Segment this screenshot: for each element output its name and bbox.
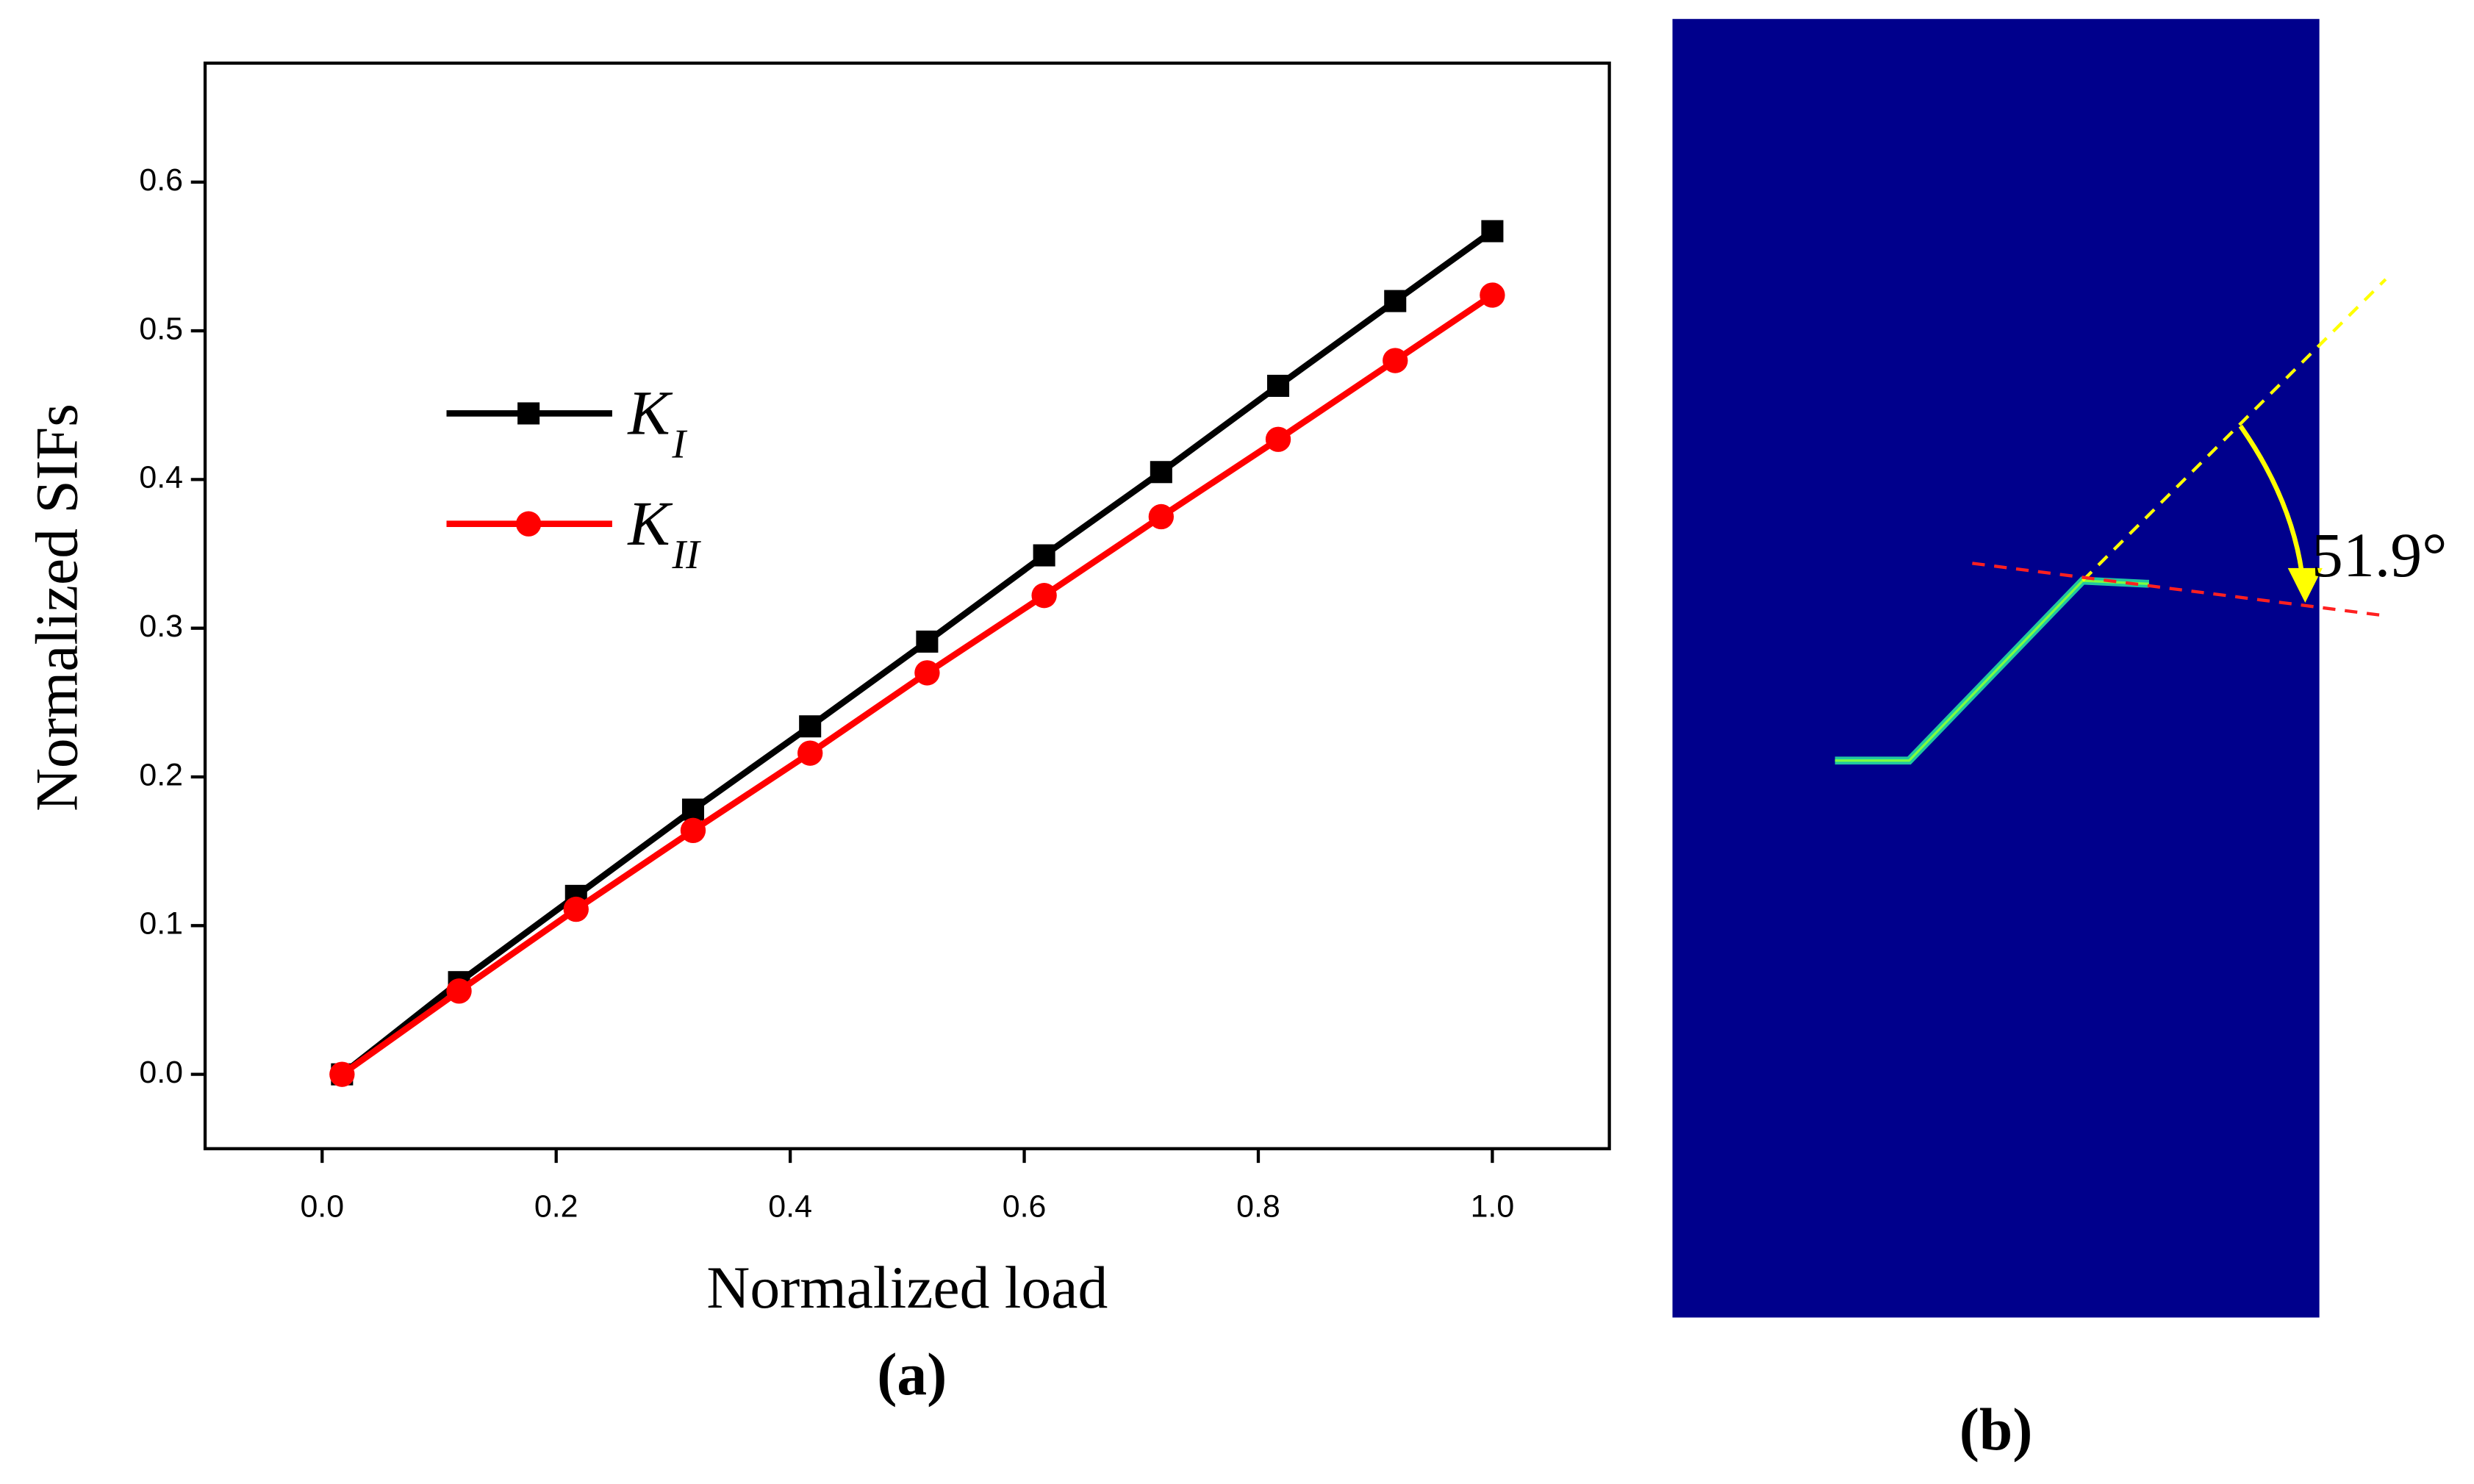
y-tick-label: 0.6 <box>139 162 183 198</box>
x-tick-label: 1.0 <box>1471 1189 1515 1225</box>
x-tick-label: 0.2 <box>534 1189 578 1225</box>
marker <box>1148 503 1175 530</box>
marker <box>916 630 939 653</box>
legend-subscript: I <box>671 421 687 467</box>
x-tick-label: 0.8 <box>1236 1189 1280 1225</box>
legend-marker <box>517 402 540 425</box>
panel-label: (a) <box>877 1341 947 1408</box>
marker <box>446 978 472 1004</box>
marker <box>797 740 823 766</box>
panel-b: 51.9° (b) <box>1672 18 2448 1463</box>
legend-subscript: II <box>671 532 701 578</box>
marker <box>1150 461 1172 484</box>
x-axis-label: Normalized load <box>706 1254 1108 1321</box>
y-tick-label: 0.0 <box>139 1055 183 1090</box>
legend-label: K <box>627 488 673 559</box>
marker <box>329 1061 355 1087</box>
y-tick-label: 0.4 <box>139 460 183 495</box>
panel-label: (b) <box>1960 1396 2033 1463</box>
y-tick-label: 0.3 <box>139 609 183 644</box>
marker <box>1031 583 1057 609</box>
marker <box>799 715 822 738</box>
series-line <box>340 229 1494 1078</box>
marker <box>914 660 940 686</box>
marker <box>1480 282 1505 308</box>
y-tick-label: 0.2 <box>139 757 183 792</box>
angle-annotation: 51.9° <box>2312 520 2448 590</box>
marker <box>680 817 706 844</box>
y-tick-label: 0.1 <box>139 906 183 942</box>
marker <box>1383 348 1408 373</box>
marker <box>681 798 705 821</box>
angle-arc <box>2238 424 2306 587</box>
legend-label: K <box>627 378 673 448</box>
y-axis-label: Normalized SIFs <box>24 404 90 811</box>
yellow-dashed-line <box>2082 278 2387 582</box>
red-dashed-line <box>1972 562 2383 617</box>
legend-marker <box>515 511 542 537</box>
marker <box>1267 374 1290 397</box>
marker <box>563 896 589 922</box>
marker <box>1384 290 1407 312</box>
marker <box>1033 544 1055 567</box>
y-tick-label: 0.5 <box>139 311 183 346</box>
marker <box>1481 220 1504 243</box>
plot-frame <box>203 61 1611 1150</box>
x-tick-label: 0.6 <box>1003 1189 1047 1225</box>
x-tick-label: 0.0 <box>300 1189 344 1225</box>
marker <box>1265 426 1291 452</box>
angle-arrowhead <box>2287 567 2323 603</box>
x-tick-label: 0.4 <box>768 1189 812 1225</box>
